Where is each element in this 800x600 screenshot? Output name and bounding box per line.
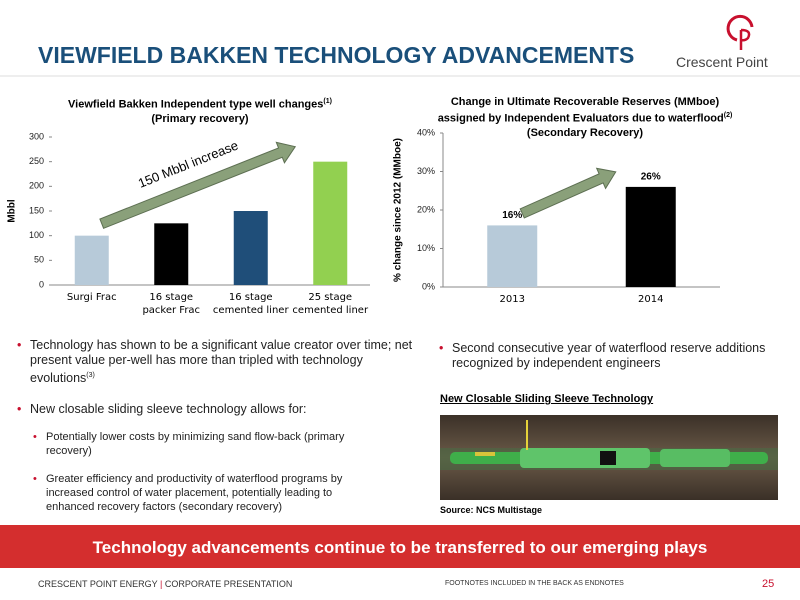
value-label: 16% xyxy=(502,210,522,221)
bar xyxy=(625,186,676,287)
bullet: New closable sliding sleeve technology a… xyxy=(17,402,415,417)
chart-subtitle: (Secondary Recovery) xyxy=(526,126,644,139)
footnote-ref: (2) xyxy=(723,112,733,119)
x-tick-label: Surgi Frac xyxy=(66,292,117,303)
chart-title: Viewfield Bakken Independent type well c… xyxy=(30,95,370,126)
y-tick-label: 300 xyxy=(29,131,44,141)
bullet: Second consecutive year of waterflood re… xyxy=(439,341,782,371)
x-tick-label: 25 stage cemented liner xyxy=(292,292,369,316)
y-tick-label: 250 xyxy=(29,156,44,166)
y-tick-label: 0% xyxy=(422,281,435,291)
footnote-ref: (3) xyxy=(86,372,95,379)
footer-note: FOOTNOTES INCLUDED IN THE BACK AS ENDNOT… xyxy=(445,580,624,587)
sleeve-image xyxy=(440,415,778,500)
page-number: 25 xyxy=(762,578,775,590)
footnote-ref: (1) xyxy=(323,98,332,105)
image-source: Source: NCS Multistage xyxy=(440,505,543,515)
chart-title-text: Viewfield Bakken Independent type well c… xyxy=(68,98,324,111)
y-axis-label: % change since 2012 (MMboe) xyxy=(393,138,404,282)
y-tick-label: 0 xyxy=(39,279,44,289)
footer-section: CORPORATE PRESENTATION xyxy=(164,579,293,589)
chart-title: Change in Ultimate Recoverable Reserves … xyxy=(430,95,740,140)
annotation: 150 Mbbl increase xyxy=(136,138,240,191)
image-title: New Closable Sliding Sleeve Technology xyxy=(440,393,654,405)
sub-bullet: Potentially lower costs by minimizing sa… xyxy=(33,430,376,458)
x-tick-label: 16 stage packer Frac xyxy=(142,292,201,316)
y-tick-label: 10% xyxy=(417,243,435,253)
y-tick-label: 150 xyxy=(29,205,44,215)
slide-title: VIEWFIELD BAKKEN TECHNOLOGY ADVANCEMENTS xyxy=(38,42,635,68)
x-tick-label: 16 stage cemented liner xyxy=(212,292,289,316)
y-tick-label: 50 xyxy=(34,255,44,265)
footer-separator: | xyxy=(160,579,163,589)
banner-bg xyxy=(0,525,800,568)
bar xyxy=(154,223,189,285)
chart-title-text: Change in Ultimate Recoverable Reserves … xyxy=(437,96,724,125)
y-tick-label: 20% xyxy=(417,204,435,214)
y-axis-label: Mbbl xyxy=(7,199,18,223)
bullet: Technology has shown to be a significant… xyxy=(17,338,415,386)
trend-arrow xyxy=(519,167,617,219)
bar xyxy=(487,225,538,287)
banner: Technology advancements continue to be t… xyxy=(92,538,708,557)
bar xyxy=(74,235,109,285)
bar xyxy=(313,161,348,285)
y-tick-label: 30% xyxy=(417,166,435,176)
logo-text: Crescent Point xyxy=(676,54,768,70)
bar xyxy=(233,211,268,285)
sub-bullet: Greater efficiency and productivity of w… xyxy=(33,472,376,514)
x-tick-label: 2014 xyxy=(638,294,664,305)
footer-company: CRESCENT POINT ENERGY xyxy=(38,579,158,589)
chart-subtitle: (Primary recovery) xyxy=(151,112,249,125)
y-tick-label: 100 xyxy=(29,230,44,240)
logo-mark xyxy=(726,14,754,50)
trend-arrow xyxy=(99,141,297,229)
y-tick-label: 40% xyxy=(417,127,435,137)
value-label: 26% xyxy=(641,172,661,183)
x-tick-label: 2013 xyxy=(499,294,525,305)
y-tick-label: 200 xyxy=(29,181,44,191)
bullet-text: Technology has shown to be a significant… xyxy=(30,338,413,386)
footer-left: CRESCENT POINT ENERGY | CORPORATE PRESEN… xyxy=(38,579,292,589)
